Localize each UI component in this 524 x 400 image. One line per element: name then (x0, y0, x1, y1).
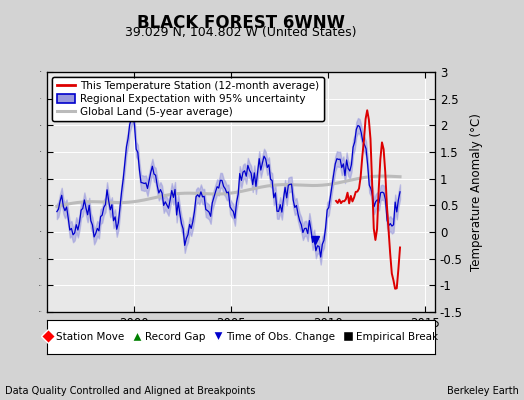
Text: Berkeley Earth: Berkeley Earth (447, 386, 519, 396)
Y-axis label: Temperature Anomaly (°C): Temperature Anomaly (°C) (470, 113, 483, 271)
Text: BLACK FOREST 6WNW: BLACK FOREST 6WNW (137, 14, 345, 32)
Legend: Station Move, Record Gap, Time of Obs. Change, Empirical Break: Station Move, Record Gap, Time of Obs. C… (39, 328, 443, 346)
Legend: This Temperature Station (12-month average), Regional Expectation with 95% uncer: This Temperature Station (12-month avera… (52, 77, 324, 121)
Text: Data Quality Controlled and Aligned at Breakpoints: Data Quality Controlled and Aligned at B… (5, 386, 256, 396)
Text: 39.029 N, 104.802 W (United States): 39.029 N, 104.802 W (United States) (125, 26, 357, 39)
